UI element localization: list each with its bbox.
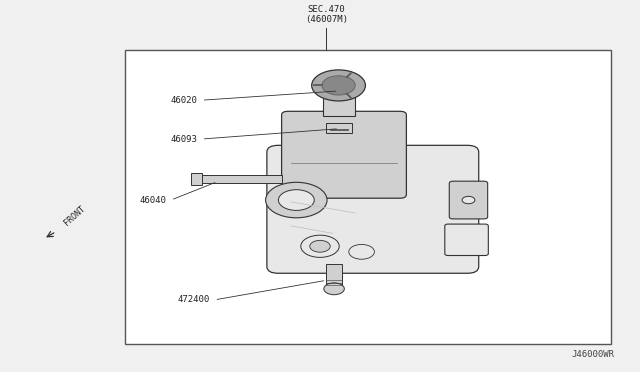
Circle shape (322, 76, 355, 95)
Text: J46000WR: J46000WR (572, 350, 614, 359)
FancyBboxPatch shape (323, 96, 355, 116)
Bar (125, 50, 611, 344)
Bar (326, 264, 342, 286)
FancyBboxPatch shape (326, 123, 352, 134)
FancyBboxPatch shape (445, 224, 488, 256)
Circle shape (301, 235, 339, 257)
FancyBboxPatch shape (267, 145, 479, 273)
Circle shape (278, 190, 314, 211)
FancyBboxPatch shape (449, 181, 488, 219)
Bar (198, 174, 282, 183)
FancyBboxPatch shape (282, 111, 406, 198)
Circle shape (310, 240, 330, 252)
Circle shape (312, 70, 365, 101)
Text: SEC.470
(46007M): SEC.470 (46007M) (305, 5, 348, 25)
Circle shape (462, 196, 475, 204)
Circle shape (349, 244, 374, 259)
Text: 46040: 46040 (140, 196, 166, 205)
Text: 46093: 46093 (170, 135, 197, 144)
Circle shape (324, 283, 344, 295)
Bar (191, 173, 202, 185)
Text: 46020: 46020 (170, 96, 197, 105)
Circle shape (266, 182, 327, 218)
Text: 472400: 472400 (178, 295, 210, 304)
Text: FRONT: FRONT (63, 204, 87, 228)
